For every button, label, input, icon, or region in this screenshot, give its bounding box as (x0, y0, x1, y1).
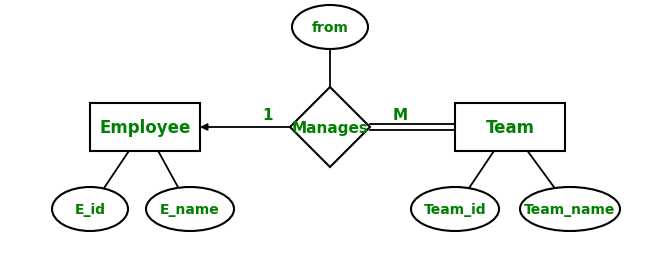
Text: E_id: E_id (75, 202, 106, 216)
FancyBboxPatch shape (90, 104, 200, 151)
Text: from: from (312, 21, 348, 35)
Text: M: M (392, 108, 407, 123)
Ellipse shape (146, 187, 234, 231)
Text: 1: 1 (262, 108, 273, 123)
Text: E_name: E_name (160, 202, 220, 216)
FancyBboxPatch shape (455, 104, 565, 151)
Text: Team_name: Team_name (524, 202, 616, 216)
Text: Team_id: Team_id (424, 202, 486, 216)
Ellipse shape (52, 187, 128, 231)
Ellipse shape (292, 6, 368, 50)
Text: Team: Team (486, 119, 535, 136)
Ellipse shape (411, 187, 499, 231)
Text: Manages: Manages (292, 120, 368, 135)
Ellipse shape (520, 187, 620, 231)
Polygon shape (290, 88, 370, 167)
Text: Employee: Employee (99, 119, 191, 136)
